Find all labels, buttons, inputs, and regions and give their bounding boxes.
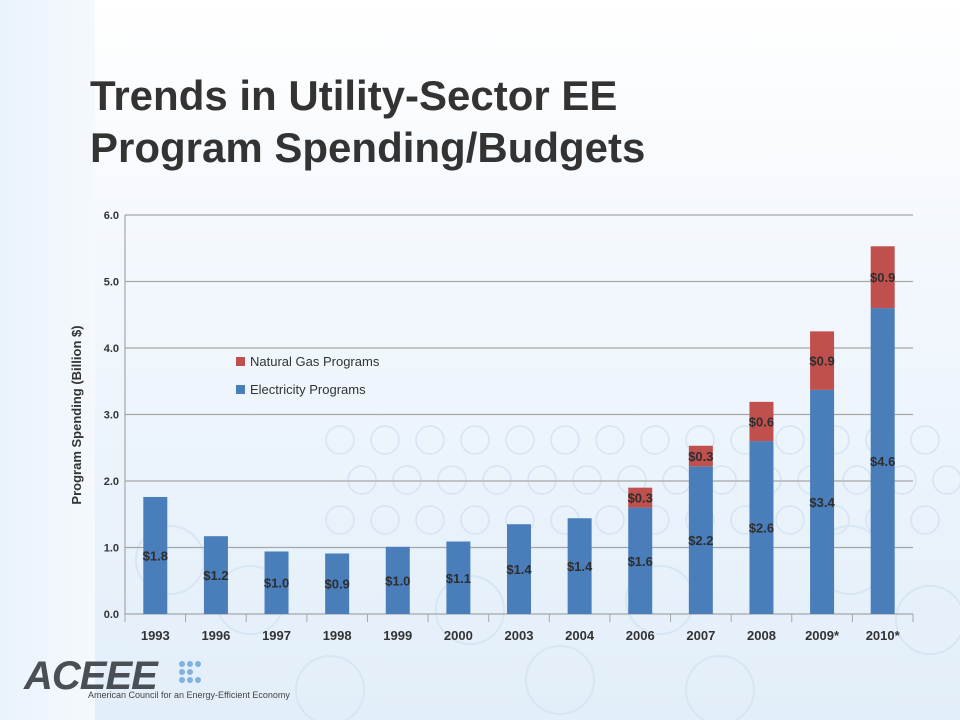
bar-electricity <box>325 553 350 614</box>
y-tick-label: 0.0 <box>104 609 119 621</box>
data-label-electricity: $1.6 <box>628 554 653 569</box>
bar-electricity <box>688 466 713 614</box>
bar-natural-gas <box>749 401 774 442</box>
x-tick-label: 2000 <box>444 628 473 643</box>
bar-electricity <box>870 308 895 614</box>
y-tick-label: 1.0 <box>104 543 119 555</box>
left-band <box>0 0 95 720</box>
data-label-electricity: $3.4 <box>809 495 835 510</box>
bar-electricity <box>628 507 653 614</box>
x-tick-label: 1999 <box>383 628 412 643</box>
bar-electricity <box>749 441 774 614</box>
data-label-natural-gas: $0.9 <box>809 354 834 369</box>
aceee-logo: ACEEE American Council for an Energy-Eff… <box>24 654 290 706</box>
bar-electricity <box>203 536 228 614</box>
data-label-electricity: $1.2 <box>203 568 228 583</box>
x-tick-label: 2006 <box>626 628 655 643</box>
slide-title: Trends in Utility-Sector EE Program Spen… <box>90 70 910 174</box>
data-label-natural-gas: $0.3 <box>628 491 653 506</box>
bars: $1.8 $1.2 $1.0 $0.9 $1.0 $1.1 $1.4 $1.4 $1.6 $0.3… <box>143 246 895 614</box>
y-tick-label: 4.0 <box>104 343 119 355</box>
bar-electricity <box>143 496 168 614</box>
y-tick-label: 2.0 <box>104 476 119 488</box>
bar-electricity <box>507 524 531 614</box>
data-label-electricity: $1.1 <box>446 571 471 586</box>
bar-electricity <box>567 518 592 614</box>
slide-title-line-2: Program Spending/Budgets <box>90 124 646 171</box>
bar-electricity <box>446 541 471 614</box>
legend-label-electricity: Electricity Programs <box>250 382 366 397</box>
bar-natural-gas <box>628 487 653 508</box>
x-tick-label: 1998 <box>323 628 352 643</box>
data-label-electricity: $1.4 <box>506 562 532 577</box>
y-tick-label: 6.0 <box>104 210 119 222</box>
data-label-electricity: $1.0 <box>385 573 410 588</box>
data-label-electricity: $4.6 <box>870 454 895 469</box>
bar-electricity <box>810 389 835 614</box>
bar-natural-gas <box>870 246 895 309</box>
data-label-natural-gas: $0.6 <box>749 414 774 429</box>
bar-electricity <box>264 551 289 614</box>
x-tick-label: 2003 <box>505 628 534 643</box>
y-tick-label: 3.0 <box>104 410 119 422</box>
x-tick-label: 2004 <box>565 628 595 643</box>
x-tick-label: 1993 <box>141 628 170 643</box>
bar-natural-gas <box>688 445 713 467</box>
slide-title-line-1: Trends in Utility-Sector EE <box>90 72 618 119</box>
data-label-electricity: $1.0 <box>264 576 289 591</box>
y-tick-label: 5.0 <box>104 277 119 289</box>
data-label-natural-gas: $0.3 <box>688 449 713 464</box>
data-label-electricity: $0.9 <box>324 577 349 592</box>
x-tick-label: 2009* <box>805 628 840 643</box>
legend-swatch-electricity <box>236 385 245 394</box>
x-tick-labels: 1993 1996 1997 1998 1999 2000 2003 2004 2006 2007… <box>124 614 914 643</box>
legend-swatch-natural-gas <box>236 357 245 366</box>
bar-electricity <box>385 546 410 614</box>
x-tick-label: 2010* <box>866 628 901 643</box>
x-tick-label: 2008 <box>747 628 776 643</box>
data-label-natural-gas: $0.9 <box>870 270 895 285</box>
data-label-electricity: $1.8 <box>143 548 168 563</box>
x-tick-label: 1996 <box>201 628 230 643</box>
y-axis-label: Program Spending (Billion $) <box>69 325 84 504</box>
y-tick-labels: 0.0 1.0 2.0 3.0 4.0 5.0 6.0 <box>104 210 119 621</box>
logo-wordmark: ACEEE <box>24 654 158 698</box>
logo-tagline: American Council for an Energy-Efficient… <box>88 690 290 700</box>
data-label-electricity: $2.2 <box>688 533 713 548</box>
bar-natural-gas <box>810 331 835 390</box>
x-tick-label: 2007 <box>686 628 715 643</box>
logo-dots-icon <box>179 661 201 683</box>
legend-label-natural-gas: Natural Gas Programs <box>250 354 380 369</box>
data-label-electricity: $2.6 <box>749 521 774 536</box>
x-tick-label: 1997 <box>262 628 291 643</box>
data-label-electricity: $1.4 <box>567 559 593 574</box>
legend: Natural Gas Programs Electricity Program… <box>236 354 380 397</box>
